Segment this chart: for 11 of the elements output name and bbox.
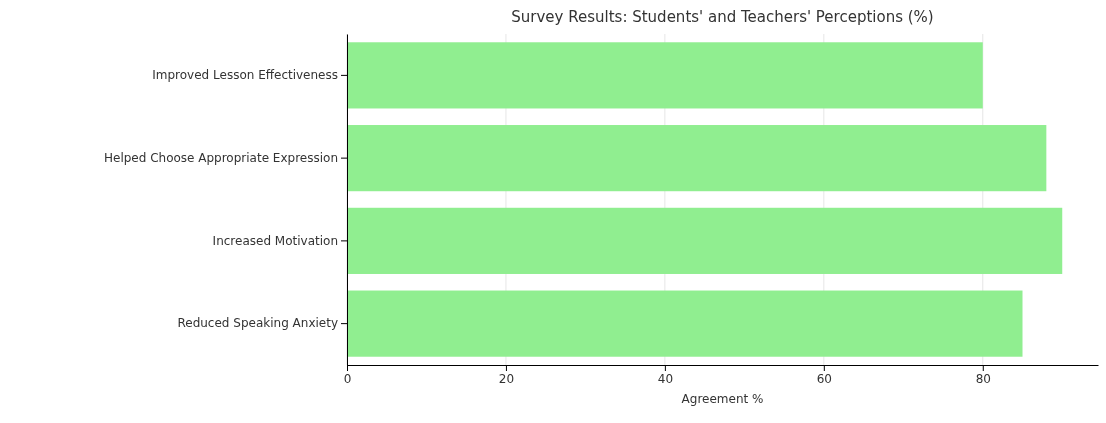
x-tick-label: 80 — [975, 371, 991, 386]
x-tick-label: 60 — [816, 371, 832, 386]
y-tick-label: Increased Motivation — [212, 233, 338, 248]
x-tick-label: 0 — [343, 371, 352, 386]
x-axis-title: Agreement % — [681, 392, 764, 406]
y-tick-label: Helped Choose Appropriate Expression — [103, 150, 338, 165]
y-tick-label: Improved Lesson Effectiveness — [152, 68, 338, 83]
x-tick-label: 20 — [498, 371, 515, 386]
y-tick-label: Reduced Speaking Anxiety — [177, 316, 338, 331]
chart-title: Survey Results: Students' and Teachers' Perceptions (%) — [511, 8, 934, 26]
x-tick-label: 40 — [657, 371, 674, 386]
